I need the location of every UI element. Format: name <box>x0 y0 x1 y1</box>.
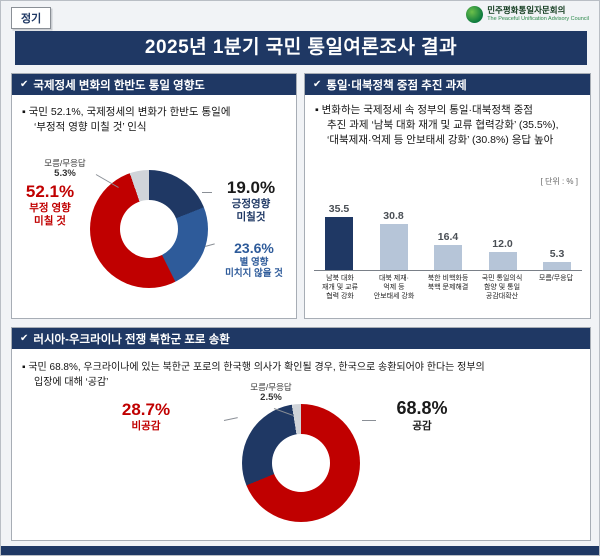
bar-chart-categories: 남북 대화 재개 및 교류 협력 강화 대북 제재· 억제 등 안보태세 강화 … <box>314 274 582 301</box>
bar-value: 16.4 <box>437 231 459 243</box>
periodic-badge: 정기 <box>11 7 52 29</box>
panel-international-impact: ✔ 국제정세 변화의 한반도 통일 영향도 ▪ 국민 52.1%, 국제정세의 … <box>11 73 297 319</box>
policy-desc-line2: 추진 과제 ‘남북 대화 재개 및 교류 협력강화’ (35.5%), <box>327 119 559 131</box>
panel-policy-priorities-title: 통일·대북정책 중점 추진 과제 <box>326 79 467 92</box>
panel-international-impact-title: 국제정세 변화의 한반도 통일 영향도 <box>33 79 205 92</box>
policy-desc-line3: ‘대북제재·억제 등 안보태세 강화’ (30.8%) 응답 높아 <box>327 134 554 146</box>
agree-value: 68.8% <box>396 398 448 418</box>
negative-label-1: 부정 영향 <box>29 202 71 215</box>
pow-donut-hole <box>272 434 330 492</box>
negative-value: 52.1% <box>25 182 75 201</box>
panel-pow-repatriation-header: ✔ 러시아-우크라이나 전쟁 북한군 포로 송환 <box>12 328 590 349</box>
panel-international-impact-header: ✔ 국제정세 변화의 한반도 통일 영향도 <box>12 74 296 95</box>
bar <box>543 262 571 270</box>
bar-group: 35.5 <box>314 203 364 270</box>
bar-group: 12.0 <box>478 238 528 270</box>
policy-bar-chart: 35.5 30.8 16.4 12.0 5.3 <box>314 202 582 270</box>
unknown-label: 모름/무응답 <box>250 382 292 392</box>
check-icon: ✔ <box>20 332 29 344</box>
panel-pow-repatriation-title: 러시아-우크라이나 전쟁 북한군 포로 송환 <box>33 333 230 346</box>
impact-callout-negative: 52.1% 부정 영향 미칠 것 <box>12 182 88 228</box>
neutral-label-2: 미치지 않을 것 <box>225 268 283 280</box>
impact-donut-chart <box>90 170 208 288</box>
unit-label: [ 단위 : % ] <box>540 177 578 186</box>
bar <box>488 252 517 270</box>
bar-value: 30.8 <box>383 210 404 222</box>
negative-label-2: 미칠 것 <box>34 214 66 227</box>
intl-desc-line1: ▪ 국민 52.1%, 국제정세의 변화가 한반도 통일에 <box>22 106 231 118</box>
impact-callout-unknown: 모름/무응답 5.3% <box>32 158 98 180</box>
disagree-label: 비공감 <box>131 420 161 433</box>
logo-org-name-en: The Peaceful Unification Advisory Counci… <box>487 16 589 23</box>
bar-group: 5.3 <box>532 248 582 270</box>
bar-value: 12.0 <box>492 238 513 250</box>
unknown-value: 2.5% <box>260 392 282 404</box>
bar <box>325 217 353 270</box>
impact-callout-neutral: 23.6% 별 영향 미치지 않을 것 <box>212 240 296 280</box>
bar-category: 대북 제재· 억제 등 안보태세 강화 <box>373 275 415 301</box>
bar-category: 북한 비핵화등 북핵 문제해결 <box>427 275 469 292</box>
positive-label-2: 미칠것 <box>236 210 266 223</box>
agree-label: 공감 <box>412 419 432 432</box>
bar <box>379 224 408 270</box>
check-icon: ✔ <box>313 78 322 90</box>
pow-desc-line2: 입장에 대해 ‘공감’ <box>34 377 109 388</box>
bar-category: 모름/무응답 <box>538 275 574 282</box>
check-icon: ✔ <box>20 78 29 90</box>
logo-org-name-kr: 민주평화통일자문회의 <box>487 5 566 16</box>
council-logo-text: 민주평화통일자문회의 The Peaceful Unification Advi… <box>487 5 589 23</box>
policy-desc-line1: ▪ 변화하는 국제정세 속 정부의 통일·대북정책 중점 <box>315 104 533 116</box>
unknown-value: 5.3% <box>54 168 76 180</box>
intl-desc-line2: ‘부정적 영향 미칠 것’ 인식 <box>34 121 147 133</box>
bar-category: 남북 대화 재개 및 교류 협력 강화 <box>321 275 359 301</box>
pow-callout-unknown: 모름/무응답 2.5% <box>236 382 306 404</box>
bar-group: 30.8 <box>369 210 419 270</box>
bar-value: 35.5 <box>328 203 350 215</box>
unknown-label: 모름/무응답 <box>44 158 86 168</box>
panel-policy-priorities-header: ✔ 통일·대북정책 중점 추진 과제 <box>305 74 590 95</box>
council-emblem-icon <box>466 6 484 23</box>
panel-policy-priorities: ✔ 통일·대북정책 중점 추진 과제 ▪ 변화하는 국제정세 속 정부의 통일·… <box>304 73 591 319</box>
positive-value: 19.0% <box>226 178 276 197</box>
neutral-label-1: 별 영향 <box>239 256 269 268</box>
page-title: 2025년 1분기 국민 통일여론조사 결과 <box>15 31 587 65</box>
pow-callout-agree: 68.8% 공감 <box>374 398 470 432</box>
bar <box>434 245 462 270</box>
pow-donut-chart <box>242 404 360 522</box>
bottom-accent-strip <box>1 546 599 555</box>
bar-group: 16.4 <box>423 231 473 270</box>
impact-donut-hole <box>120 200 178 258</box>
bar-chart-axis <box>314 270 582 271</box>
leader-line <box>223 417 238 421</box>
panel-pow-repatriation: ✔ 러시아-우크라이나 전쟁 북한군 포로 송환 ▪ 국민 68.8%, 우크라… <box>11 327 591 541</box>
leader-line <box>202 192 212 193</box>
disagree-value: 28.7% <box>121 400 171 419</box>
impact-callout-positive: 19.0% 긍정영향 미칠것 <box>208 178 294 224</box>
council-logo: 민주평화통일자문회의 The Peaceful Unification Advi… <box>466 6 589 23</box>
leader-line <box>362 420 376 421</box>
neutral-value: 23.6% <box>234 240 274 256</box>
pow-callout-disagree: 28.7% 비공감 <box>104 400 188 433</box>
pow-desc-line1: ▪ 국민 68.8%, 우크라이나에 있는 북한군 포로의 한국행 의사가 확인… <box>22 362 485 373</box>
bar-category: 국민 통일의식 함양 및 통일 공감대확산 <box>481 275 523 301</box>
bar-value: 5.3 <box>549 248 565 260</box>
positive-label-1: 긍정영향 <box>231 198 271 211</box>
